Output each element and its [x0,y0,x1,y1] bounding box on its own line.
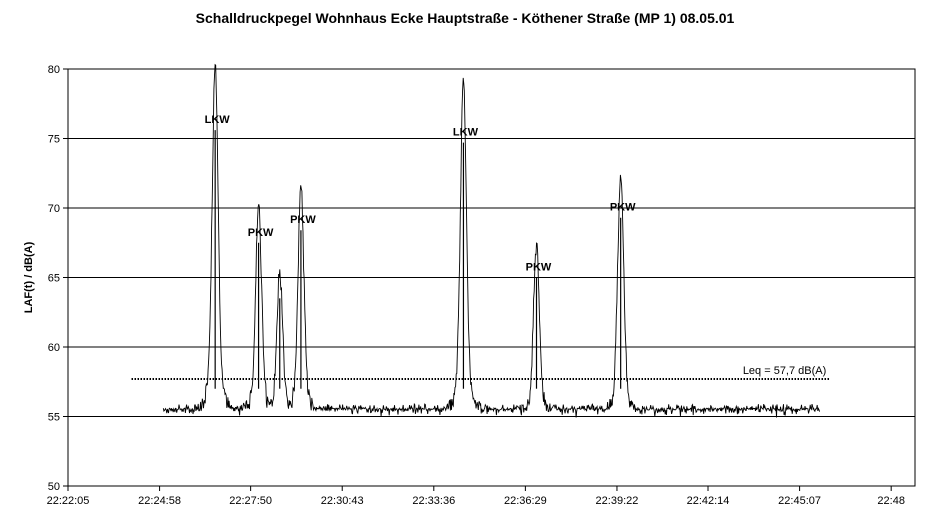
chart-title: Schalldruckpegel Wohnhaus Ecke Hauptstra… [195,10,735,26]
y-tick-label: 50 [48,481,60,493]
peak-label: PKW [610,202,636,214]
x-tick-label: 22:22:05 [47,495,90,507]
x-tick-label: 22:45:07 [778,495,821,507]
x-tick-label: 22:24:58 [138,495,181,507]
y-tick-label: 75 [48,134,60,146]
peak-label: LKW [205,114,231,126]
x-tick-label: 22:30:43 [321,495,364,507]
leq-label: Leq = 57,7 dB(A) [743,365,826,377]
x-tick-label: 22:27:50 [229,495,272,507]
plot-frame [67,68,916,487]
peak-label: PKW [290,214,316,226]
peak-label: PKW [248,227,274,239]
x-tick-label: 22:42:14 [687,495,730,507]
y-tick-label: 65 [48,273,60,285]
y-tick-label: 70 [48,203,60,215]
y-tick-label: 80 [48,64,60,76]
x-tick-label: 22:48 [877,495,905,507]
x-tick-label: 22:39:22 [596,495,639,507]
y-tick-label: 60 [48,342,60,354]
peak-label: PKW [526,262,552,274]
y-axis-label: LAF(t) / dB(A) [23,241,35,313]
laf-series-line [162,63,821,418]
y-tick-label: 55 [48,412,60,424]
peak-label: LKW [453,127,479,139]
x-tick-label: 22:36:29 [504,495,547,507]
x-tick-label: 22:33:36 [412,495,455,507]
